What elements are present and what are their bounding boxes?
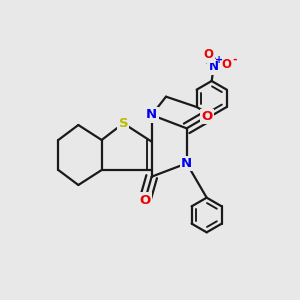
Text: N: N [209,61,219,74]
Text: N: N [181,157,192,170]
Text: S: S [118,117,128,130]
Text: O: O [204,49,214,62]
Text: O: O [222,58,232,71]
Text: O: O [201,110,212,123]
Text: O: O [140,194,151,206]
Text: N: N [146,109,157,122]
Text: -: - [232,55,237,65]
Text: +: + [214,55,223,65]
